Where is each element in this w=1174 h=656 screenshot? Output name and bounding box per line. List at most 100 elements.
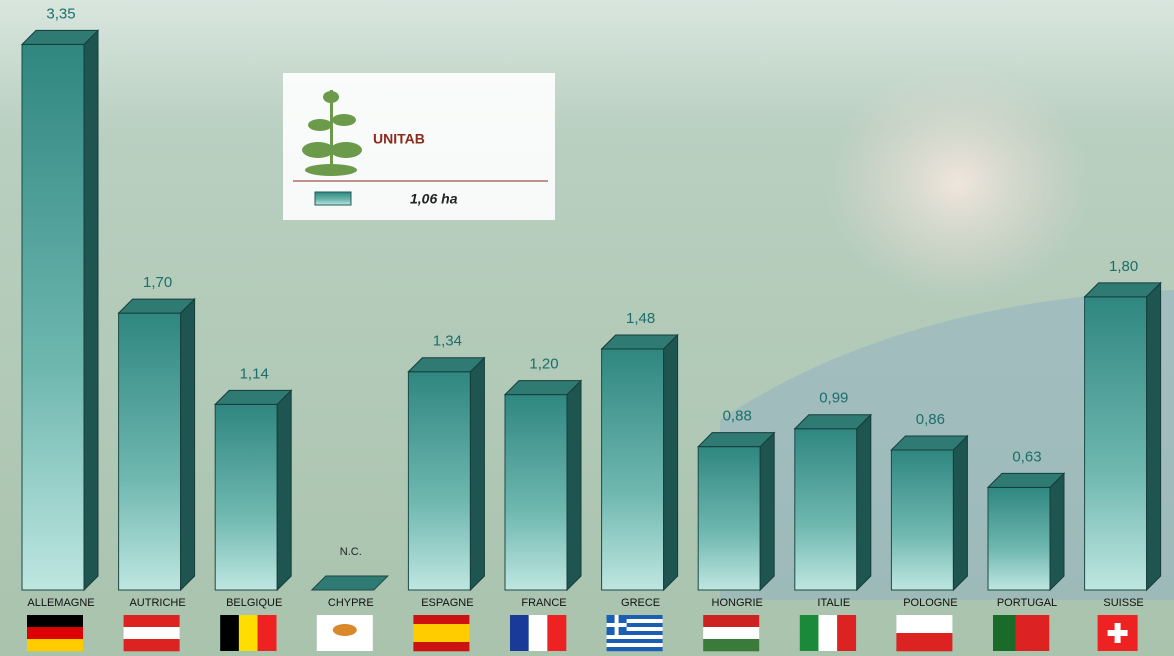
x-tick-label: GRECE [621,597,660,609]
x-tick-label: BELGIQUE [226,597,282,609]
x-tick-label: ALLEMAGNE [27,597,94,609]
flag-cross [606,623,627,627]
bar-top [793,414,873,430]
bar-top [213,389,293,405]
brand: UNITAB [373,131,425,147]
bar-group [1083,281,1162,592]
bar-top [407,357,486,373]
bar-top [1083,282,1162,298]
x-tick-label: FRANCE [521,597,566,609]
flag-stripe [1026,615,1039,651]
legend-swatch [314,191,352,206]
x-tick-label: SUISSE [1103,597,1143,609]
bar-group [407,356,486,592]
x-tick-label: ITALIE [817,597,850,609]
flag-stripe [1004,615,1016,651]
flag-stripe [27,627,83,640]
bar [407,371,471,591]
flag-stripe [606,615,663,620]
legend: UNITAB 1,06 ha [283,73,555,220]
bar-side [952,434,968,592]
flag-stripe [837,615,857,651]
flag-stripe [606,635,663,640]
flag-stripe [1015,615,1027,651]
flag [220,615,277,651]
bar-top [986,472,1066,488]
bar-side [759,431,775,592]
flag-stripe [413,642,470,652]
flag-stripe [703,627,760,640]
x-tick-label: AUTRICHE [129,597,185,609]
flag [606,615,663,652]
bar-side [856,413,872,592]
flag-stripe [606,647,663,652]
bar-group [793,413,873,592]
flag [896,615,953,652]
flag-stripe [606,639,663,644]
bar-group [310,575,390,591]
flag [123,615,180,652]
flag-stripe [27,615,83,628]
flag [799,615,857,651]
flag-stripe [510,615,529,651]
photo-figure [730,30,1110,370]
bar-side [276,389,292,592]
bar-top [503,380,583,396]
flag-stripe [1037,615,1050,651]
value-label: 1,70 [143,274,172,291]
x-tick-label: HONGRIE [712,597,763,609]
bar [504,394,568,591]
x-tick-label: POLOGNE [903,597,957,609]
bar [987,486,1051,591]
flag-stripe [606,623,663,628]
bar [21,43,85,591]
value-label: 1,80 [1109,258,1138,275]
flag-stripe [896,633,953,652]
flag [1097,615,1138,651]
value-label: 1,48 [626,310,655,327]
value-label: 3,35 [46,5,75,22]
bar [118,312,182,591]
flag-stripe [606,627,663,632]
bar-group [986,472,1066,592]
bar-side [1146,281,1162,592]
flag [993,615,1050,651]
flag-stripe [413,633,470,643]
flag-stripe [528,615,548,651]
flag-stripe [606,631,663,636]
flag-stripe [257,615,277,651]
bar [890,449,954,591]
value-label: 0,86 [916,411,945,428]
value-label: 1,20 [529,356,558,373]
bar-side [1049,472,1065,592]
flag [316,615,373,651]
flag-stripe [606,643,663,648]
bar-top [117,298,196,314]
flag [703,615,760,652]
bar [697,446,761,591]
x-tick-label: ESPAGNE [421,597,473,609]
value-label: 0,63 [1012,448,1041,465]
flag-stripe [123,627,180,640]
flag-stripe [993,615,1005,651]
bar-group [503,379,583,592]
x-tick-label: PORTUGAL [997,597,1057,609]
bar-side [83,29,99,592]
flag-stripe [606,619,663,624]
bar-side [663,333,679,592]
bar-top [600,334,679,350]
flag-cross [1107,630,1128,636]
bar [601,348,665,591]
flag-stripe [123,639,180,652]
bar [1084,296,1148,591]
bar-top [890,435,969,451]
flag [27,615,83,652]
bar-placeholder [310,575,390,591]
plant-icon [302,90,362,176]
flag-stripe [238,615,258,651]
bar-top [20,29,100,45]
bar [794,428,858,591]
bar-group [20,29,100,592]
flag-stripe [547,615,567,651]
flag-stripe [799,615,819,651]
